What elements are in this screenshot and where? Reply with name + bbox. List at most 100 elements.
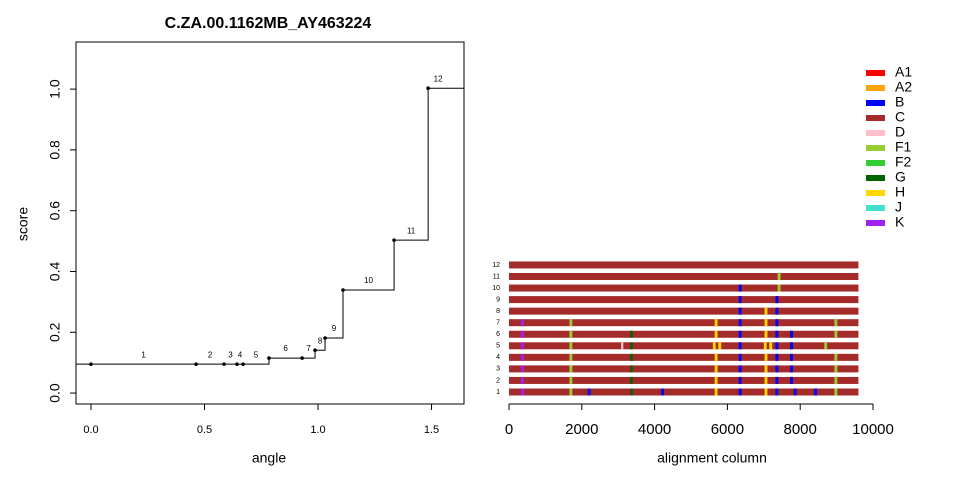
- segment: [509, 330, 859, 338]
- segment: [775, 296, 779, 304]
- legend-label: K: [895, 214, 905, 230]
- y-tick-label: 0.6: [47, 201, 63, 221]
- row-label: 12: [492, 262, 500, 269]
- row-label: 9: [496, 296, 500, 303]
- point: [222, 362, 226, 366]
- segment: [630, 376, 633, 384]
- segment: [509, 284, 859, 292]
- segment: [521, 388, 524, 396]
- y-tick-label: 0.0: [47, 383, 63, 403]
- segment: [738, 284, 742, 292]
- segment: [587, 388, 591, 396]
- segment: [630, 388, 633, 396]
- segment: [738, 330, 742, 338]
- x-tick-label: 10000: [852, 421, 894, 438]
- legend-label: H: [895, 184, 905, 200]
- segment: [509, 388, 859, 396]
- segment: [790, 353, 793, 361]
- segment: [569, 330, 573, 338]
- legend-swatch: [866, 190, 885, 196]
- y-tick-label: 0.4: [47, 262, 63, 282]
- segment: [834, 353, 838, 361]
- point: [267, 356, 271, 360]
- point: [341, 288, 345, 292]
- segment: [775, 365, 779, 373]
- segment: [714, 353, 718, 361]
- point: [241, 362, 245, 366]
- segment: [824, 342, 828, 350]
- segment: [509, 307, 859, 315]
- x-tick-label: 0: [505, 421, 513, 438]
- segment: [764, 319, 768, 327]
- row-label: 11: [493, 273, 500, 280]
- point: [194, 362, 198, 366]
- segment: [509, 261, 859, 269]
- segment: [738, 342, 742, 350]
- row-label: 4: [496, 354, 500, 361]
- segment: [569, 388, 573, 396]
- point: [89, 362, 93, 366]
- segment: [764, 388, 768, 396]
- legend-label: B: [895, 94, 904, 110]
- point-label: 11: [407, 226, 416, 235]
- segment: [834, 388, 838, 396]
- segment: [738, 307, 742, 315]
- segment: [834, 365, 838, 373]
- point-label: 9: [332, 324, 337, 333]
- legend-swatch: [866, 70, 885, 76]
- legend-swatch: [866, 115, 885, 121]
- segment: [712, 342, 716, 350]
- segment: [738, 319, 742, 327]
- legend-label: A1: [895, 64, 912, 80]
- segment: [569, 342, 573, 350]
- point: [392, 238, 396, 242]
- segment: [661, 388, 665, 396]
- segment: [775, 307, 779, 315]
- segment: [569, 319, 573, 327]
- x-axis-label: angle: [252, 450, 286, 466]
- plot-frame: [75, 41, 465, 405]
- segment: [775, 376, 779, 384]
- legend-label: F2: [895, 154, 912, 170]
- segment: [764, 307, 768, 315]
- segment: [738, 376, 742, 384]
- segment: [764, 376, 768, 384]
- point-label: 2: [208, 350, 213, 359]
- segment: [630, 330, 633, 338]
- segment: [777, 273, 781, 280]
- segment: [834, 376, 838, 384]
- point-label: 5: [254, 350, 259, 359]
- legend-swatch: [866, 100, 885, 106]
- legend-swatch: [866, 175, 885, 181]
- point: [235, 362, 239, 366]
- segment: [521, 342, 524, 350]
- point-label: 6: [283, 344, 288, 353]
- legend-swatch: [866, 145, 885, 151]
- segment: [775, 319, 779, 327]
- point: [300, 356, 304, 360]
- segment: [521, 365, 524, 373]
- legend-label: J: [895, 199, 902, 215]
- segment: [509, 365, 859, 373]
- point-label: 1: [141, 350, 146, 359]
- y-tick-label: 0.2: [47, 322, 63, 342]
- x-axis-label: alignment column: [657, 450, 767, 466]
- segment: [775, 342, 779, 350]
- segment: [714, 330, 718, 338]
- segment: [509, 273, 859, 280]
- segment: [769, 342, 773, 350]
- segment: [738, 296, 742, 304]
- point-label: 8: [318, 336, 323, 345]
- segment: [764, 330, 768, 338]
- point: [323, 336, 327, 340]
- segment: [569, 365, 573, 373]
- x-tick-label: 2000: [565, 421, 598, 438]
- segment: [569, 353, 573, 361]
- segment: [764, 365, 768, 373]
- segment: [630, 353, 633, 361]
- point: [426, 86, 430, 90]
- segment: [790, 342, 793, 350]
- legend-label: G: [895, 169, 906, 185]
- legend-label: C: [895, 109, 905, 125]
- segment: [790, 365, 793, 373]
